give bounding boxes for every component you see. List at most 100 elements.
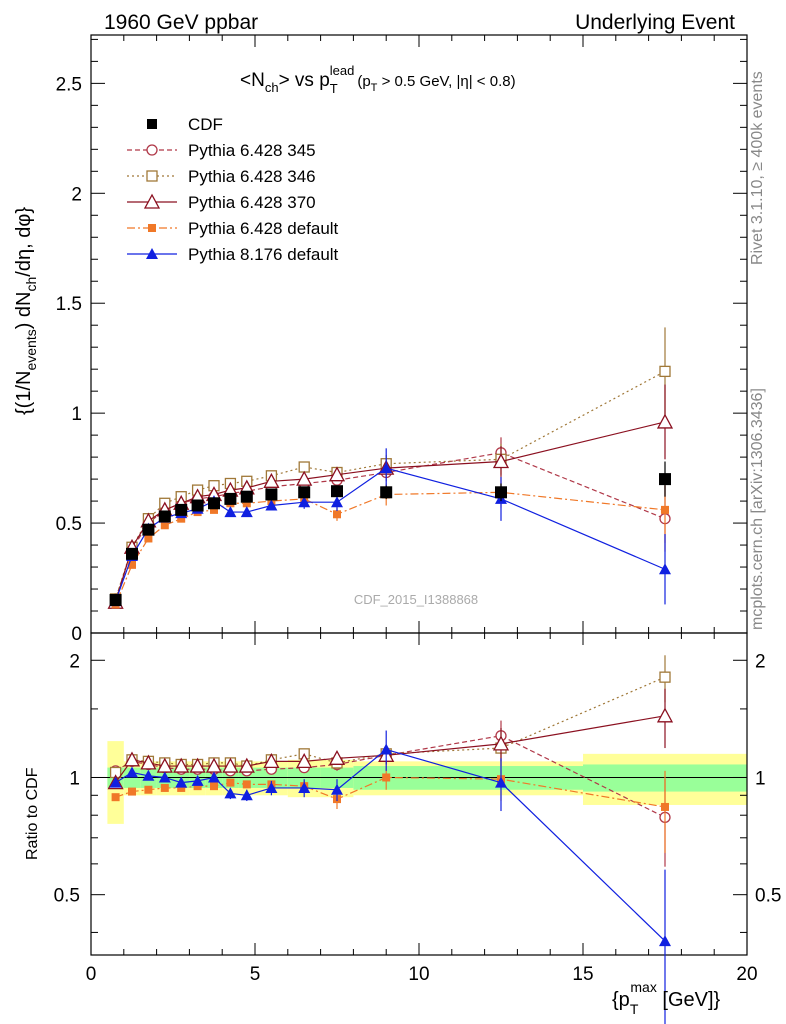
xlabel-max: max (630, 979, 656, 995)
marker-square (111, 793, 120, 802)
legend-item: Pythia 6.428 346 (127, 167, 316, 186)
marker-square (495, 486, 507, 499)
x-axis-label: {pTmax [GeV]} (612, 979, 721, 1017)
xlabel-b: [GeV]} (657, 989, 721, 1011)
marker-square (147, 119, 157, 129)
svg-text:{(1/Nevents) dNch/dη, dφ}: {(1/Nevents) dNch/dη, dφ} (13, 207, 39, 415)
marker-triangle-open (328, 466, 346, 482)
svg-text:{pTmax [GeV]}: {pTmax [GeV]} (612, 979, 721, 1017)
title-cut2: > 0.5 GeV, |η| < 0.8) (377, 73, 515, 90)
marker-square (160, 783, 169, 792)
ratio-panel: 0 5 10 15 200.5 0.51 12 2 (54, 35, 781, 1024)
legend-item: Pythia 6.428 370 (127, 193, 316, 212)
legend-label: Pythia 8.176 default (188, 245, 339, 264)
series-pythia-6-428-346 (109, 327, 671, 605)
marker-square (331, 485, 343, 498)
marker-triangle (175, 776, 188, 788)
marker-triangle (495, 776, 507, 788)
marker-triangle-open (140, 754, 157, 770)
marker-square (208, 497, 220, 510)
marker-square (224, 492, 237, 505)
title-ch: ch (265, 80, 279, 95)
marker-square (177, 783, 186, 792)
title-mid: > vs p (279, 70, 330, 91)
main-panel: 0.5 1 1.5 2 2.5 0 (56, 34, 748, 645)
marker-triangle-open (173, 757, 190, 773)
marker-triangle (659, 563, 671, 575)
marker-triangle-open (123, 751, 141, 767)
xlabel-T: T (630, 1001, 639, 1017)
marker-square (210, 782, 218, 791)
marker-square (144, 534, 153, 543)
marker-square (242, 499, 251, 508)
header-left: 1960 GeV ppbar (104, 11, 258, 34)
marker-square (242, 780, 251, 789)
marker-triangle (146, 248, 158, 259)
legend-item: CDF (147, 115, 223, 134)
series-pythia-8-176-default (109, 730, 671, 1024)
marker-square (144, 785, 153, 794)
legend-item: Pythia 6.428 default (127, 219, 339, 238)
legend-label: Pythia 6.428 default (188, 219, 339, 238)
marker-square (160, 521, 169, 530)
marker-square (661, 802, 669, 811)
marker-square (158, 510, 171, 523)
marker-square (382, 773, 391, 782)
xlabel-a: {p (612, 989, 630, 1011)
marker-triangle (191, 774, 204, 786)
x-tick-label: 0 (86, 964, 97, 985)
marker-triangle-open (656, 413, 674, 429)
marker-square (126, 547, 138, 560)
ratio-ylabel: Ratio to CDF (24, 767, 41, 860)
marker-square (298, 486, 311, 499)
marker-triangle (331, 496, 343, 508)
marker-triangle-open (143, 193, 161, 209)
marker-square-open (659, 671, 671, 683)
marker-square (175, 503, 188, 516)
title-cutT: T (371, 82, 378, 94)
y-tick-label: 0.5 (56, 514, 82, 535)
ylabel-b: ) dN (13, 291, 35, 329)
marker-triangle-open (296, 752, 313, 769)
analysis-watermark: CDF_2015_I1388868 (354, 592, 478, 607)
legend-label: CDF (188, 115, 223, 134)
x-tick-label: 10 (408, 964, 429, 985)
rivet-version-label: Rivet 3.1.10, ≥ 400k events (749, 71, 766, 265)
legend: CDF Pythia 6.428 345 Pythia 6.428 346 Pythi… (127, 115, 339, 264)
ratio-y-tick-label: 0.5 (54, 886, 80, 907)
marker-triangle (142, 769, 155, 781)
main-ylabel: {(1/Nevents) dNch/dη, dφ} (13, 207, 39, 415)
marker-triangle (208, 771, 220, 783)
marker-triangle (331, 783, 343, 795)
ylabel-c: /dη, dφ} (13, 207, 35, 277)
legend-item: Pythia 8.176 default (127, 245, 339, 264)
header-right: Underlying Event (575, 11, 735, 34)
ratio-y-tick-label-right: 0.5 (755, 886, 781, 907)
marker-triangle (380, 462, 393, 474)
marker-circle-open (146, 144, 158, 156)
main-title: <Nch> vs pTlead(pT > 0.5 GeV, |η| < 0.8) (240, 63, 516, 96)
marker-triangle-open (296, 470, 313, 486)
marker-square (210, 505, 218, 514)
series-pythia-8-176-default (109, 448, 671, 607)
marker-triangle (298, 781, 311, 793)
marker-triangle-open (656, 707, 674, 723)
ratio-y-tick-label: 1 (69, 768, 80, 789)
marker-square (191, 499, 204, 512)
x-tick-label: 15 (572, 964, 593, 985)
legend-label: Pythia 6.428 346 (188, 167, 316, 186)
marker-square (177, 514, 186, 523)
marker-triangle (265, 781, 278, 793)
marker-square (265, 488, 278, 501)
marker-triangle-open (238, 757, 255, 773)
marker-triangle (109, 776, 122, 788)
marker-square (333, 510, 341, 519)
ratio-y-tick-label-right: 1 (755, 768, 766, 789)
marker-triangle (659, 935, 671, 947)
marker-triangle-open (492, 453, 510, 469)
marker-triangle-open (263, 472, 280, 488)
ylabel-a: {(1/N (13, 371, 35, 415)
ratio-y-tick-label: 2 (69, 651, 80, 672)
marker-triangle-open (492, 735, 510, 751)
